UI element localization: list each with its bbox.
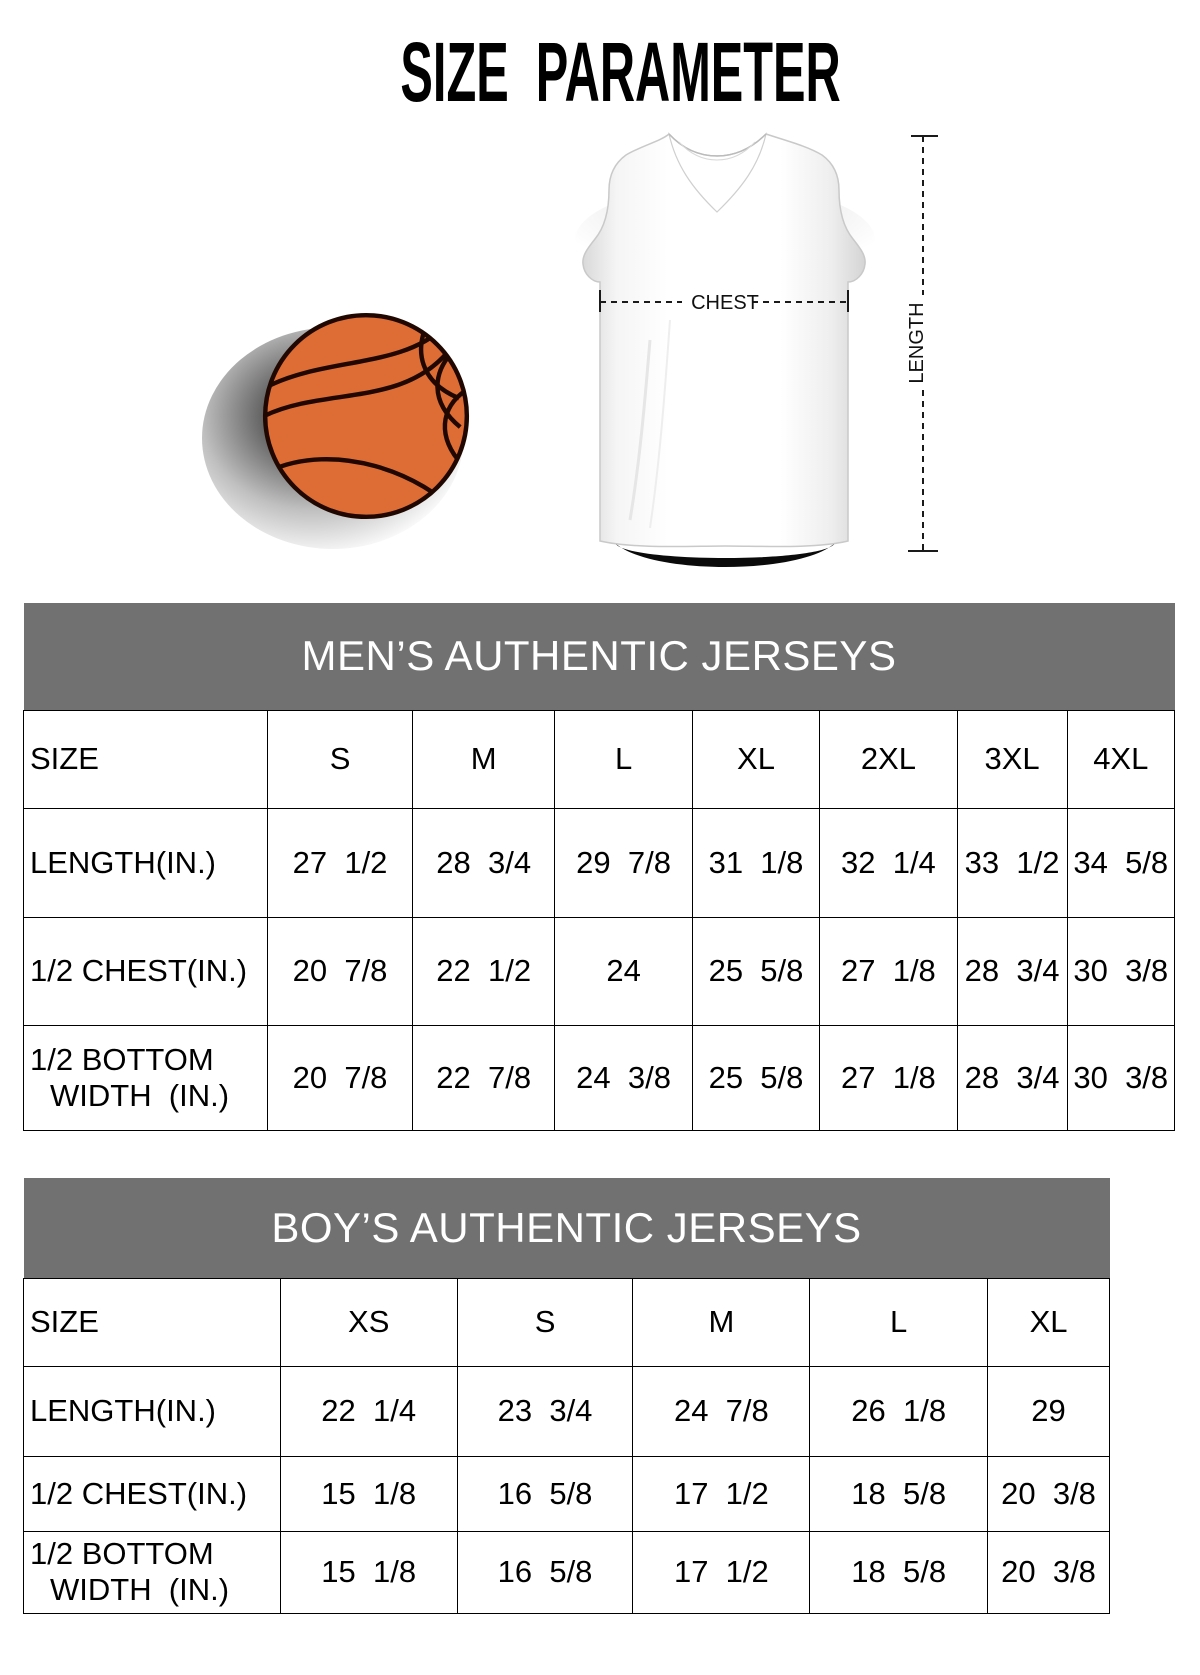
svg-text:LENGTH: LENGTH: [906, 302, 928, 383]
svg-text:CHEST: CHEST: [691, 292, 759, 314]
